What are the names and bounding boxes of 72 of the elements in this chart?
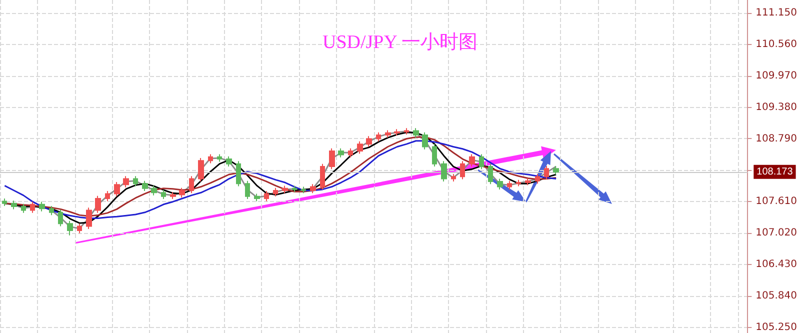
candlestick: [208, 154, 213, 164]
candlestick: [21, 203, 26, 214]
candlestick: [348, 148, 353, 158]
y-tick-label: 106.430: [756, 259, 798, 270]
y-tick-label: 109.970: [756, 70, 798, 82]
candlestick: [320, 163, 325, 190]
candlestick: [357, 140, 363, 154]
ref-line-label: 108.173: [756, 166, 794, 178]
candlestick: [30, 201, 35, 214]
candlestick: [413, 128, 419, 138]
candlestick: [39, 201, 45, 212]
candlestick: [366, 136, 372, 148]
candlestick: [11, 200, 17, 210]
candlestick: [273, 187, 278, 197]
candlestick: [58, 209, 63, 227]
candlestick: [460, 160, 465, 180]
candlestick: [441, 160, 447, 182]
candlestick: [488, 163, 493, 185]
y-tick-label: 107.610: [756, 196, 798, 208]
candlestick: [77, 223, 82, 234]
candlestick: [226, 156, 232, 167]
candlestick: [95, 195, 101, 214]
candlestick: [151, 185, 157, 196]
y-tick-label: 109.380: [756, 102, 798, 113]
text: USD/JPY 一小时图: [322, 32, 478, 53]
candlestick: [376, 132, 381, 142]
candlestick: [394, 128, 400, 136]
candlestick: [170, 192, 176, 200]
candlestick: [301, 186, 306, 194]
candlestick: [338, 148, 344, 158]
candlestick: [432, 144, 437, 167]
candlestick: [404, 128, 409, 135]
candlestick: [105, 190, 110, 202]
candlestick: [516, 179, 521, 187]
candlestick: [385, 130, 391, 138]
candlestick: [292, 185, 297, 193]
candlestick: [2, 198, 7, 206]
y-tick-label: 110.560: [756, 38, 798, 50]
candlestick: [123, 176, 129, 188]
candlestick: [86, 207, 92, 230]
candlestick: [133, 176, 138, 187]
candlestick: [142, 180, 148, 192]
candlestick: [553, 165, 559, 176]
candlestick: [525, 178, 531, 186]
candlestick: [479, 154, 484, 170]
candlestick: [179, 187, 185, 198]
y-tick-label: 107.020: [756, 228, 798, 239]
candlestick: [67, 220, 73, 236]
candlestick: [497, 178, 503, 190]
candlestick: [507, 180, 512, 190]
candlestick: [49, 205, 54, 216]
candlestick: [161, 189, 166, 200]
candlestick: [264, 190, 269, 202]
candlestick: [245, 180, 250, 200]
candlestick: [114, 181, 120, 197]
candlestick: [469, 154, 475, 167]
y-tick-label: 111.150: [756, 7, 798, 18]
candlestick: [282, 185, 288, 194]
candlestick: [451, 173, 456, 182]
candlestick: [254, 193, 260, 202]
candlestick: [189, 176, 194, 194]
candlestick: [310, 184, 316, 194]
candlestick: [535, 173, 540, 184]
candlestick: [422, 132, 428, 150]
candlestick: [544, 165, 549, 180]
candlestick: [198, 157, 204, 182]
y-tick-label: 108.790: [756, 133, 798, 144]
candlestick: [236, 160, 241, 187]
candlestick: [329, 148, 335, 170]
y-tick-label: 105.840: [756, 290, 798, 302]
y-tick-label: 105.250: [756, 322, 798, 333]
candlestick: [217, 154, 222, 162]
